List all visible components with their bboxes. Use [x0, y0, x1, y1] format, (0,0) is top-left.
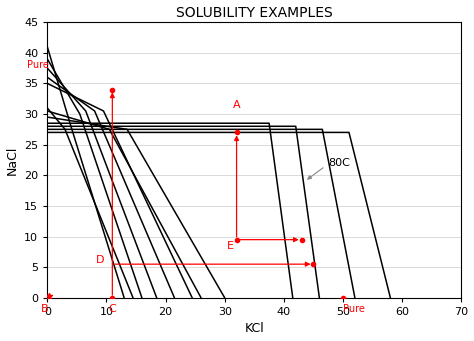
Text: A: A — [233, 100, 240, 110]
Title: SOLUBILITY EXAMPLES: SOLUBILITY EXAMPLES — [176, 5, 333, 19]
Text: E: E — [227, 241, 234, 251]
Y-axis label: NaCl: NaCl — [6, 145, 18, 175]
Text: D: D — [96, 255, 105, 265]
Text: Pure: Pure — [27, 60, 48, 70]
Text: C: C — [109, 304, 116, 314]
Text: 80C: 80C — [328, 158, 350, 168]
X-axis label: KCl: KCl — [245, 323, 264, 336]
Text: Pure: Pure — [343, 304, 365, 314]
Text: B: B — [40, 304, 48, 314]
